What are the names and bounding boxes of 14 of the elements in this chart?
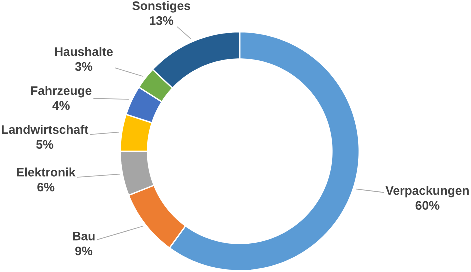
slice-label: Haushalte <box>55 47 113 56</box>
data-label: 6% <box>38 183 55 192</box>
slice-label: Fahrzeuge <box>31 86 92 98</box>
data-label: 4% <box>52 102 70 110</box>
data-label: 60% <box>416 201 440 210</box>
slice-label: Sonstiges <box>132 1 190 13</box>
data-label: 3% <box>75 62 93 72</box>
slice-label: Verpackungen <box>386 186 469 198</box>
data-label: 5% <box>36 140 54 150</box>
data-label: 13% <box>150 16 174 26</box>
slice-label: Bau <box>73 232 95 241</box>
slice-label: Elektronik <box>17 168 76 177</box>
data-label: 9% <box>76 247 93 256</box>
slice-label: Landwirtschaft <box>2 125 89 134</box>
